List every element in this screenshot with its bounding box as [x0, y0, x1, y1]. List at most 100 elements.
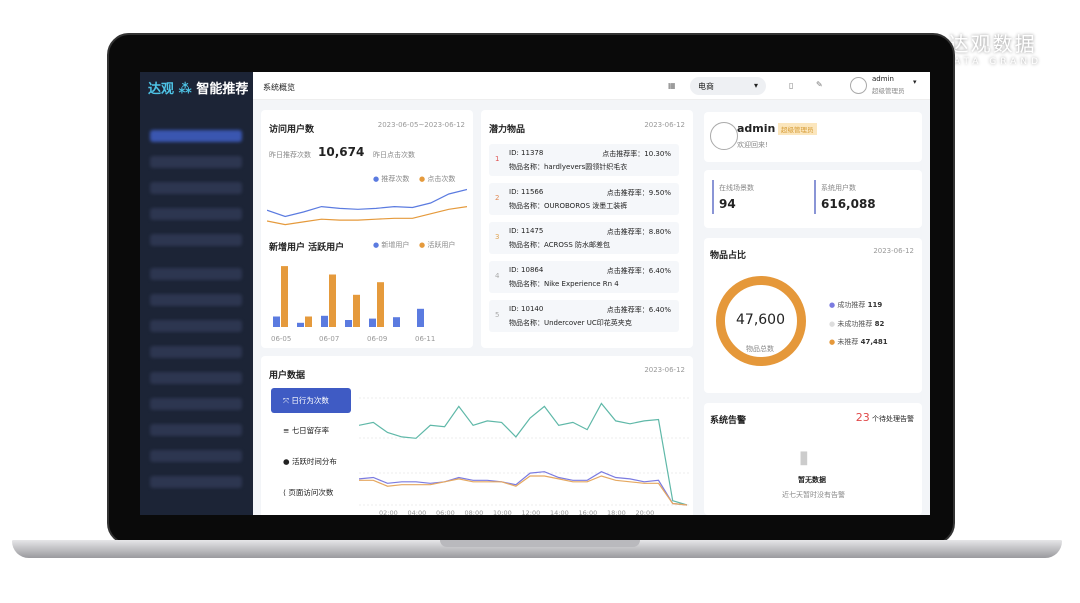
bar-new-06-06 [297, 322, 304, 327]
laptop-base [12, 540, 1062, 558]
x-tick-label: 12:00 [522, 509, 541, 515]
sidebar-item[interactable] [150, 268, 242, 280]
x-tick-label: 06-09 [367, 335, 387, 343]
pen-icon[interactable]: ✎ [816, 80, 823, 89]
stat-value: 94 [719, 197, 736, 211]
document-icon[interactable]: ▯ [789, 81, 794, 90]
empty-title: 暂无数据 [798, 476, 826, 484]
sidebar-item[interactable] [150, 182, 242, 194]
grid-icon[interactable]: ▦ [668, 81, 676, 90]
card-date: 2023-06-12 [644, 366, 685, 374]
potential-item[interactable]: 4 ID: 10864 点击推荐率：6.40% 物品名称：Nike Experi… [489, 261, 679, 293]
potential-item[interactable]: 2 ID: 11566 点击推荐率：9.50% 物品名称：OUROBOROS 泼… [489, 183, 679, 215]
series-line-1 [359, 471, 688, 506]
bar-new-06-11 [417, 308, 424, 327]
bar-active-06-08 [353, 294, 360, 327]
sidebar-item[interactable] [150, 234, 242, 246]
user-data-line-chart: 02:00 04:00 06:00 08:00 10:00 12:00 14:00 16:00… [359, 397, 689, 515]
user-name: admin [872, 75, 894, 83]
donut-chart [716, 276, 806, 366]
tab-active-time[interactable]: ● 活跃时间分布 [283, 457, 337, 466]
stat-label: 在线场景数 [719, 184, 754, 192]
welcome-greeting: 欢迎回来! [737, 141, 768, 149]
sidebar-item[interactable] [150, 450, 242, 462]
series-line-1 [267, 206, 467, 226]
bar-new-06-10 [393, 317, 400, 327]
tab-page-visits[interactable]: ⟨ 页面访问次数 [283, 488, 334, 497]
sidebar: 达观 ⁂ 智能推荐 [140, 72, 253, 515]
card-title: 物品占比 [710, 251, 747, 261]
watermark-logo: 达观数据 DATA GRAND [943, 32, 1042, 67]
scene-select[interactable]: 电商 ▾ [690, 77, 766, 95]
legend-active: 活跃用户 [427, 241, 456, 249]
sidebar-item[interactable] [150, 156, 242, 168]
card-date: 2023-06-12 [873, 247, 914, 255]
rec-label: 昨日推荐次数 [269, 151, 311, 159]
user-role: 超级管理员 [872, 87, 905, 95]
bars-icon: ≡ [283, 426, 290, 435]
sidebar-item[interactable] [150, 346, 242, 358]
sidebar-item[interactable] [150, 372, 242, 384]
rec-value: 10,674 [318, 145, 365, 159]
tab-daily-actions[interactable]: ⤧ 日行为次数 [271, 388, 351, 413]
x-tick-label: 06:00 [436, 509, 455, 515]
sidebar-item[interactable] [150, 398, 242, 410]
role-badge: 超级管理员 [778, 123, 817, 135]
user-data-card: 用户数据 2023-06-12 ⤧ 日行为次数 ≡ 七日留存率 ● 活跃时间分布… [261, 356, 693, 515]
visits-line-chart [267, 188, 467, 226]
donut-total-label: 物品总数 [746, 345, 774, 353]
x-tick-label: 14:00 [550, 509, 569, 515]
avatar[interactable] [850, 77, 867, 94]
card-title: 用户数据 [269, 371, 306, 381]
sidebar-item-active[interactable] [150, 130, 242, 142]
stat-value: 616,088 [821, 197, 876, 211]
x-tick-label: 08:00 [465, 509, 484, 515]
card-subtitle: 新增用户 活跃用户 [269, 243, 345, 253]
bar-new-06-05 [273, 316, 280, 327]
potential-item[interactable]: 3 ID: 11475 点击推荐率：8.80% 物品名称：ACROSS 防水邮差… [489, 222, 679, 254]
potential-item[interactable]: 1 ID: 11378 点击推荐率：10.30% 物品名称：hardlyever… [489, 144, 679, 176]
card-date: 2023-06-05~2023-06-12 [377, 121, 465, 129]
new-active-bar-chart: 06-05 06-07 06-09 06-11 [271, 266, 435, 343]
x-tick-label: 06-05 [271, 335, 291, 343]
alert-count: 23 [855, 411, 870, 424]
empty-subtitle: 近七天暂时没有告警 [782, 491, 845, 499]
x-tick-label: 06-11 [415, 335, 435, 343]
sidebar-item[interactable] [150, 476, 242, 488]
tab-7day-retention[interactable]: ≡ 七日留存率 [283, 426, 330, 435]
legend-click: 点击次数 [427, 175, 456, 183]
card-date: 2023-06-12 [644, 121, 685, 129]
series-line-0 [359, 402, 688, 506]
laptop-notch [440, 540, 640, 547]
sidebar-item[interactable] [150, 294, 242, 306]
bar-new-06-07 [321, 315, 328, 327]
x-tick-label: 16:00 [579, 509, 598, 515]
stopwatch-icon: ● [283, 457, 290, 466]
nodes-icon: ⤧ [283, 396, 289, 405]
series-line-2 [359, 475, 688, 506]
items-ratio-card: 物品占比 2023-06-12 47,600 物品总数 ● 成功推荐 119 ●… [704, 238, 922, 393]
x-tick-label: 06-07 [319, 335, 339, 343]
sidebar-item[interactable] [150, 320, 242, 332]
bar-active-06-09 [377, 282, 384, 327]
potential-item[interactable]: 5 ID: 10140 点击推荐率：6.40% 物品名称：Undercover … [489, 300, 679, 332]
user-menu-caret-icon[interactable]: ▾ [913, 78, 917, 86]
x-tick-label: 02:00 [379, 509, 398, 515]
alerts-card: 系统告警 23 个待处理告警 ▮ 暂无数据 近七天暂时没有告警 [704, 403, 922, 515]
card-title: 访问用户数 [269, 125, 315, 135]
card-title: 潜力物品 [489, 125, 526, 135]
x-tick-label: 18:00 [607, 509, 626, 515]
topbar: 系统概览 ▦ 电商 ▾ ▯ ✎ admin 超级管理员 ▾ [253, 72, 930, 100]
potential-items-card: 潜力物品 2023-06-12 1 ID: 11378 点击推荐率：10.30%… [481, 110, 693, 348]
bar-active-06-07 [329, 274, 336, 327]
empty-chart-icon: ▮ [799, 447, 809, 468]
sidebar-item[interactable] [150, 208, 242, 220]
bar-new-06-09 [369, 318, 376, 327]
donut-total: 47,600 [736, 312, 785, 328]
screen: 达观 ⁂ 智能推荐 系统概览 ▦ 电商 ▾ ▯ ✎ admin 超级管理员 ▾ 访… [140, 72, 930, 515]
visits-card: 访问用户数 2023-06-05~2023-06-12 昨日推荐次数 10,67… [261, 110, 473, 348]
sidebar-item[interactable] [150, 424, 242, 436]
legend-rec: 推荐次数 [381, 175, 410, 183]
welcome-card: admin 超级管理员 欢迎回来! [704, 112, 922, 162]
avatar [710, 122, 738, 150]
